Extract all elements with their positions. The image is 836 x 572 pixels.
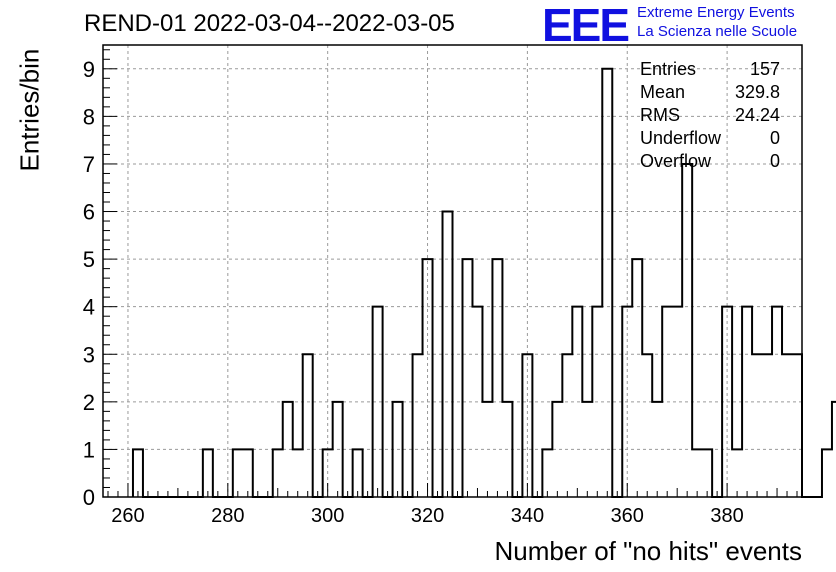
x-tick-label: 280 bbox=[211, 505, 244, 527]
x-axis-label: Number of "no hits" events bbox=[494, 536, 803, 566]
y-tick-label: 4 bbox=[83, 295, 95, 320]
stats-value: 0 bbox=[769, 151, 780, 171]
stats-row-underflow: Underflow 0 bbox=[640, 127, 780, 150]
x-tick-label: 380 bbox=[710, 505, 743, 527]
logo-caption-line2: La Scienza nelle Scuole bbox=[637, 23, 798, 40]
stats-value: 0 bbox=[769, 128, 780, 148]
y-tick-label: 2 bbox=[83, 390, 95, 415]
histogram-series bbox=[131, 67, 836, 498]
x-tick-label: 300 bbox=[311, 505, 344, 527]
stats-row-entries: Entries 157 bbox=[640, 58, 780, 81]
x-tick-label: 360 bbox=[611, 505, 644, 527]
stats-box: Entries 157 Mean 329.8 RMS 24.24 Underflow 0… bbox=[640, 58, 780, 173]
eee-logo: EEE bbox=[542, 0, 630, 51]
chart-title: REND-01 2022-03-04--2022-03-05 bbox=[84, 10, 455, 37]
stats-label: Mean bbox=[640, 82, 686, 102]
stats-label: Underflow bbox=[640, 128, 722, 148]
y-tick-label: 6 bbox=[83, 200, 95, 225]
stats-row-rms: RMS 24.24 bbox=[640, 104, 780, 127]
stats-label: Overflow bbox=[640, 151, 712, 171]
stats-value: 329.8 bbox=[734, 82, 780, 102]
y-tick-label: 7 bbox=[83, 152, 95, 177]
y-tick-label: 3 bbox=[83, 342, 95, 367]
plot-frame bbox=[102, 44, 803, 498]
logo-caption: Extreme Energy Events La Scienza nelle S… bbox=[637, 3, 797, 41]
y-tick-label: 8 bbox=[83, 104, 95, 129]
y-tick-label: 1 bbox=[83, 437, 95, 462]
y-tick-label: 5 bbox=[83, 247, 95, 272]
x-tick-label: 260 bbox=[111, 505, 144, 527]
stats-row-mean: Mean 329.8 bbox=[640, 81, 780, 104]
stats-value: 24.24 bbox=[734, 105, 780, 125]
y-tick-label: 9 bbox=[83, 57, 95, 82]
stats-value: 157 bbox=[749, 59, 780, 79]
y-tick-label: 0 bbox=[83, 485, 95, 510]
x-tick-label: 340 bbox=[511, 505, 544, 527]
stats-row-overflow: Overflow 0 bbox=[640, 150, 780, 173]
x-tick-label: 320 bbox=[411, 505, 444, 527]
logo-caption-line1: Extreme Energy Events bbox=[637, 4, 795, 21]
stats-label: Entries bbox=[640, 59, 697, 79]
stats-label: RMS bbox=[640, 105, 680, 125]
